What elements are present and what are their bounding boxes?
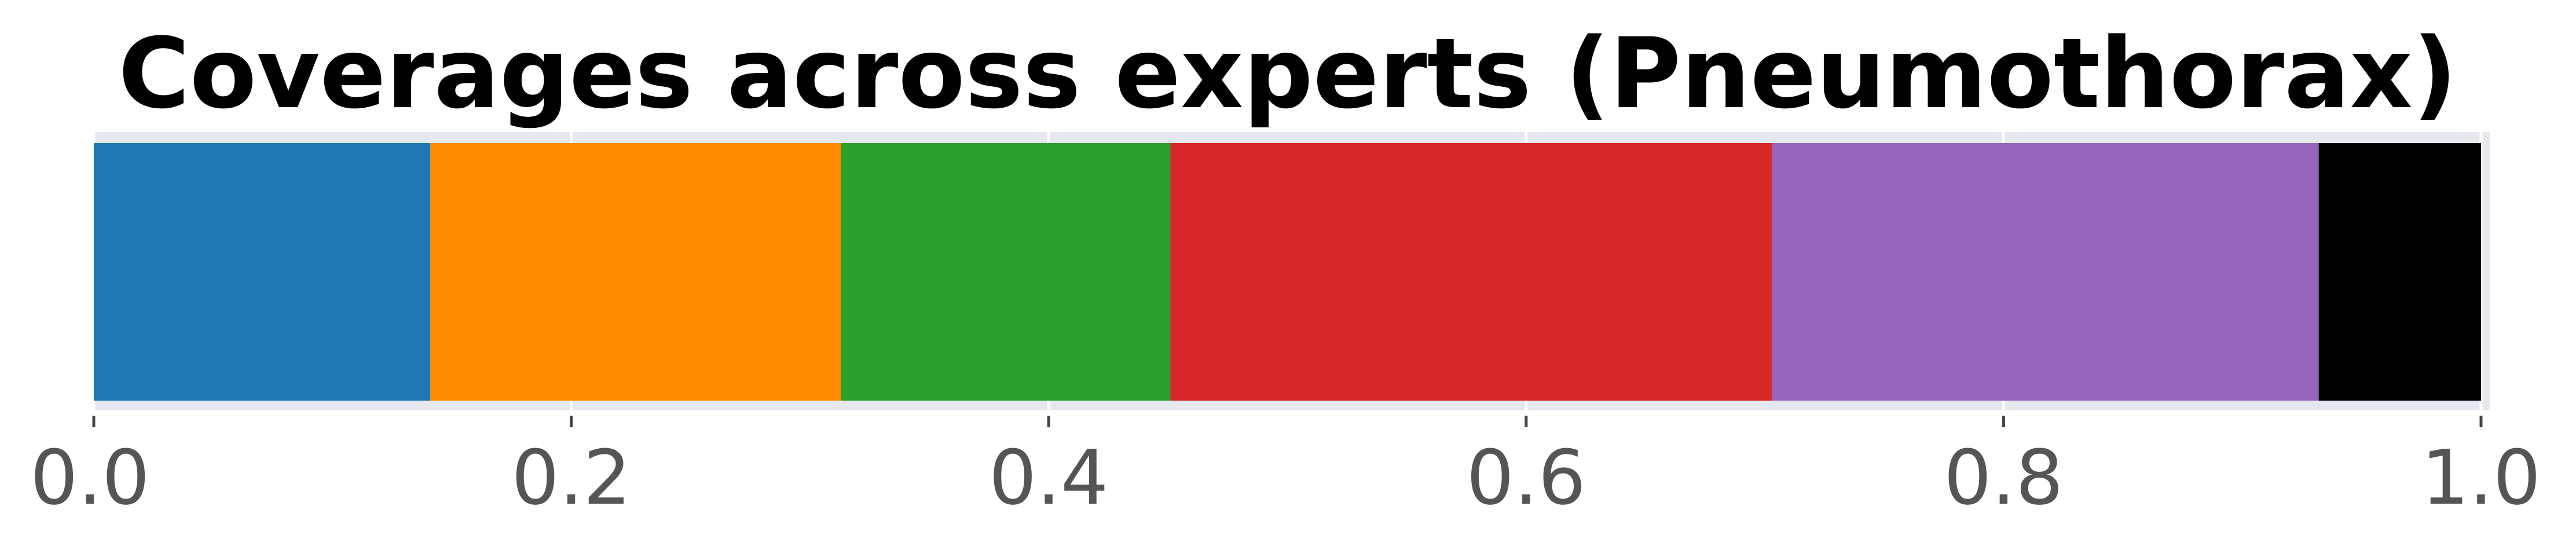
x-tick-label-1: 0.2 [511, 434, 631, 522]
x-tick-label-3: 0.6 [1466, 434, 1586, 522]
chart-title: Coverages across experts (Pneumothorax) [118, 17, 2457, 130]
bar-segment-6 [2318, 143, 2481, 401]
bar-segment-5 [1772, 143, 2319, 401]
x-tick-label-4: 0.8 [1944, 434, 2064, 522]
stacked-bar [94, 143, 2481, 401]
x-tick-label-0: 0.0 [30, 434, 150, 522]
bar-segment-2 [430, 143, 841, 401]
x-tick-label-2: 0.4 [989, 434, 1109, 522]
bar-segment-1 [94, 143, 431, 401]
x-tick-label-5: 1.0 [2421, 434, 2541, 522]
bar-segment-4 [1170, 143, 1772, 401]
x-axis-ticks: 0.0 0.2 0.4 0.6 0.8 1.0 [30, 416, 2541, 522]
bar-segment-3 [841, 143, 1171, 401]
